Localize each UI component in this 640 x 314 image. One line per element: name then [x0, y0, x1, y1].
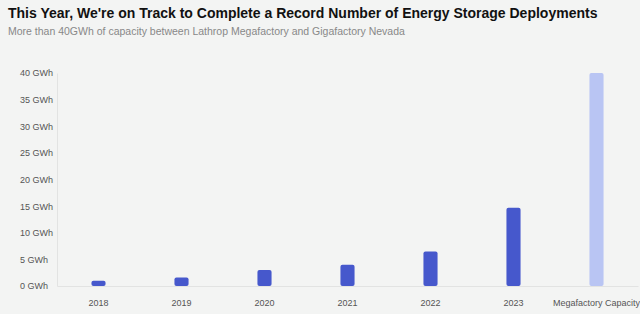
- x-tick-label: 2020: [254, 298, 274, 308]
- bar: [506, 208, 520, 286]
- y-tick: 35 GWh: [20, 95, 57, 105]
- x-tick: 2018: [88, 286, 108, 308]
- bar: [174, 277, 188, 286]
- x-tick: 2021: [337, 286, 357, 308]
- x-tick-label: 2018: [88, 298, 108, 308]
- bar: [91, 281, 105, 286]
- x-tick-label: 2021: [337, 298, 357, 308]
- title: This Year, We're on Track to Complete a …: [8, 5, 598, 21]
- bar: [423, 251, 437, 286]
- x-tick-label: 2022: [420, 298, 440, 308]
- x-axis-line: [58, 286, 639, 287]
- x-tick-label: Megafactory Capacity: [553, 298, 640, 308]
- x-tick: 2020: [254, 286, 274, 308]
- y-tick-label: 5 GWh: [20, 255, 48, 265]
- y-tick: 25 GWh: [20, 148, 57, 158]
- y-axis-line: [57, 74, 58, 287]
- x-tick: 2023: [503, 286, 523, 308]
- y-axis: 0 GWh 5 GWh 10 GWh 15 GWh 20 GWh 25 GWh 30 GWh…: [20, 68, 58, 291]
- y-tick-label: 10 GWh: [20, 228, 53, 238]
- y-tick-label: 20 GWh: [20, 175, 53, 185]
- x-tick-label: 2023: [503, 298, 523, 308]
- y-tick: 15 GWh: [20, 202, 57, 212]
- y-tick-label: 40 GWh: [20, 68, 53, 78]
- x-tick: 2022: [420, 286, 440, 308]
- y-tick: 0 GWh: [20, 281, 57, 291]
- x-axis: 2018 2019 2020 2021 2022 2023 Megafactory Capa…: [58, 286, 640, 308]
- y-tick: 40 GWh: [20, 68, 57, 78]
- y-tick: 30 GWh: [20, 122, 57, 132]
- x-tick: Megafactory Capacity: [553, 286, 640, 308]
- bars: [91, 73, 603, 286]
- bar: [589, 73, 603, 286]
- y-tick-label: 35 GWh: [20, 95, 53, 105]
- bar: [257, 270, 271, 286]
- y-tick-label: 0 GWh: [20, 281, 48, 291]
- x-tick: 2019: [171, 286, 191, 308]
- plot: 0 GWh 5 GWh 10 GWh 15 GWh 20 GWh 25 GWh 30 GWh…: [20, 68, 640, 308]
- subtitle: More than 40GWh of capacity between Lath…: [8, 25, 405, 37]
- bar: [340, 265, 354, 286]
- y-tick-label: 25 GWh: [20, 148, 53, 158]
- y-tick: 20 GWh: [20, 175, 57, 185]
- y-tick-label: 15 GWh: [20, 202, 53, 212]
- y-tick-label: 30 GWh: [20, 122, 53, 132]
- y-tick: 10 GWh: [20, 228, 57, 238]
- x-tick-label: 2019: [171, 298, 191, 308]
- y-tick: 5 GWh: [20, 255, 57, 265]
